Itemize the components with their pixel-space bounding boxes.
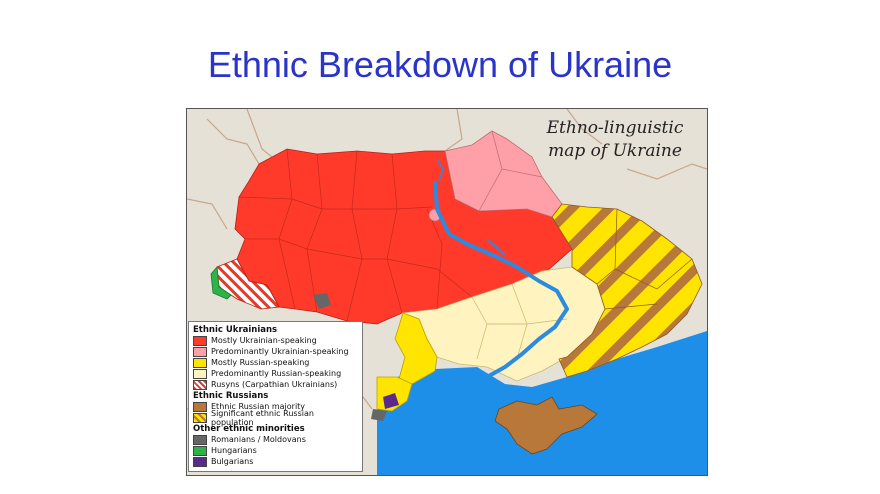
region-romanians-south — [371, 409, 387, 421]
legend-label: Mostly Ukrainian-speaking — [211, 336, 317, 345]
caption-line-1: Ethno-linguistic — [546, 118, 684, 138]
map-legend: Ethnic Ukrainians Mostly Ukrainian-speak… — [188, 321, 363, 472]
legend-item: Mostly Russian-speaking — [193, 357, 358, 368]
legend-label: Romanians / Moldovans — [211, 435, 306, 444]
swatch-bulgarians — [193, 456, 207, 467]
swatch-mostly-ukrainian — [193, 335, 207, 346]
slide-title: Ethnic Breakdown of Ukraine — [207, 44, 673, 85]
legend-item: Romanians / Moldovans — [193, 434, 358, 445]
legend-label: Predominantly Russian-speaking — [211, 369, 342, 378]
dnieper-river — [433, 180, 569, 379]
region-bulgarians — [383, 393, 399, 409]
legend-label: Hungarians — [211, 446, 257, 455]
swatch-mostly-russian — [193, 357, 207, 368]
legend-group-ethnic-ukrainians: Ethnic Ukrainians — [193, 325, 278, 335]
oblast-borders-cream — [471, 283, 568, 360]
map-caption: Ethno-linguistic map of Ukraine — [527, 117, 703, 163]
legend-item: Rusyns (Carpathian Ukrainians) — [193, 379, 358, 390]
legend-label: Ethnic Russian majority — [211, 402, 306, 411]
swatch-rusyns — [193, 379, 207, 390]
swatch-romanians — [193, 434, 207, 445]
legend-label: Bulgarians — [211, 457, 254, 466]
legend-group-other-minorities: Other ethnic minorities — [193, 424, 305, 434]
caption-line-2: map of Ukraine — [548, 141, 682, 161]
swatch-predominantly-russian — [193, 368, 207, 379]
oblast-borders-east — [596, 208, 693, 310]
legend-label: Predominantly Ukrainian-speaking — [211, 347, 349, 356]
legend-label: Rusyns (Carpathian Ukrainians) — [211, 380, 338, 389]
legend-label: Mostly Russian-speaking — [211, 358, 310, 367]
swatch-significant-russian — [193, 412, 207, 423]
ethno-linguistic-map: Ethno-linguistic map of Ukraine Ethnic U… — [186, 108, 708, 476]
legend-item: Predominantly Russian-speaking — [193, 368, 358, 379]
region-mostly-russian-odesa — [394, 312, 438, 385]
region-hungarians — [210, 266, 232, 300]
region-significant-russian — [551, 203, 703, 378]
oblast-borders — [238, 148, 473, 322]
region-crimea-russian-majority — [494, 396, 598, 455]
swatch-hungarians — [193, 445, 207, 456]
legend-item: Bulgarians — [193, 456, 358, 467]
oblast-borders-ne — [478, 130, 543, 212]
tributary — [436, 158, 444, 182]
legend-item: Ethnic Russian majority — [193, 401, 358, 412]
legend-item: Predominantly Ukrainian-speaking — [193, 346, 358, 357]
region-predominantly-ukrainian — [444, 130, 563, 218]
legend-group-ethnic-russians: Ethnic Russians — [193, 391, 269, 401]
dnieper-reservoir — [486, 238, 506, 256]
swatch-russian-majority — [193, 401, 207, 412]
legend-item: Significant ethnic Russian population — [193, 409, 358, 427]
swatch-predominantly-ukrainian — [193, 346, 207, 357]
legend-item: Hungarians — [193, 445, 358, 456]
legend-label: Significant ethnic Russian population — [211, 408, 314, 427]
legend-item: Mostly Ukrainian-speaking — [193, 335, 358, 346]
map-graphic — [187, 109, 707, 475]
region-romanians-north — [313, 293, 331, 309]
